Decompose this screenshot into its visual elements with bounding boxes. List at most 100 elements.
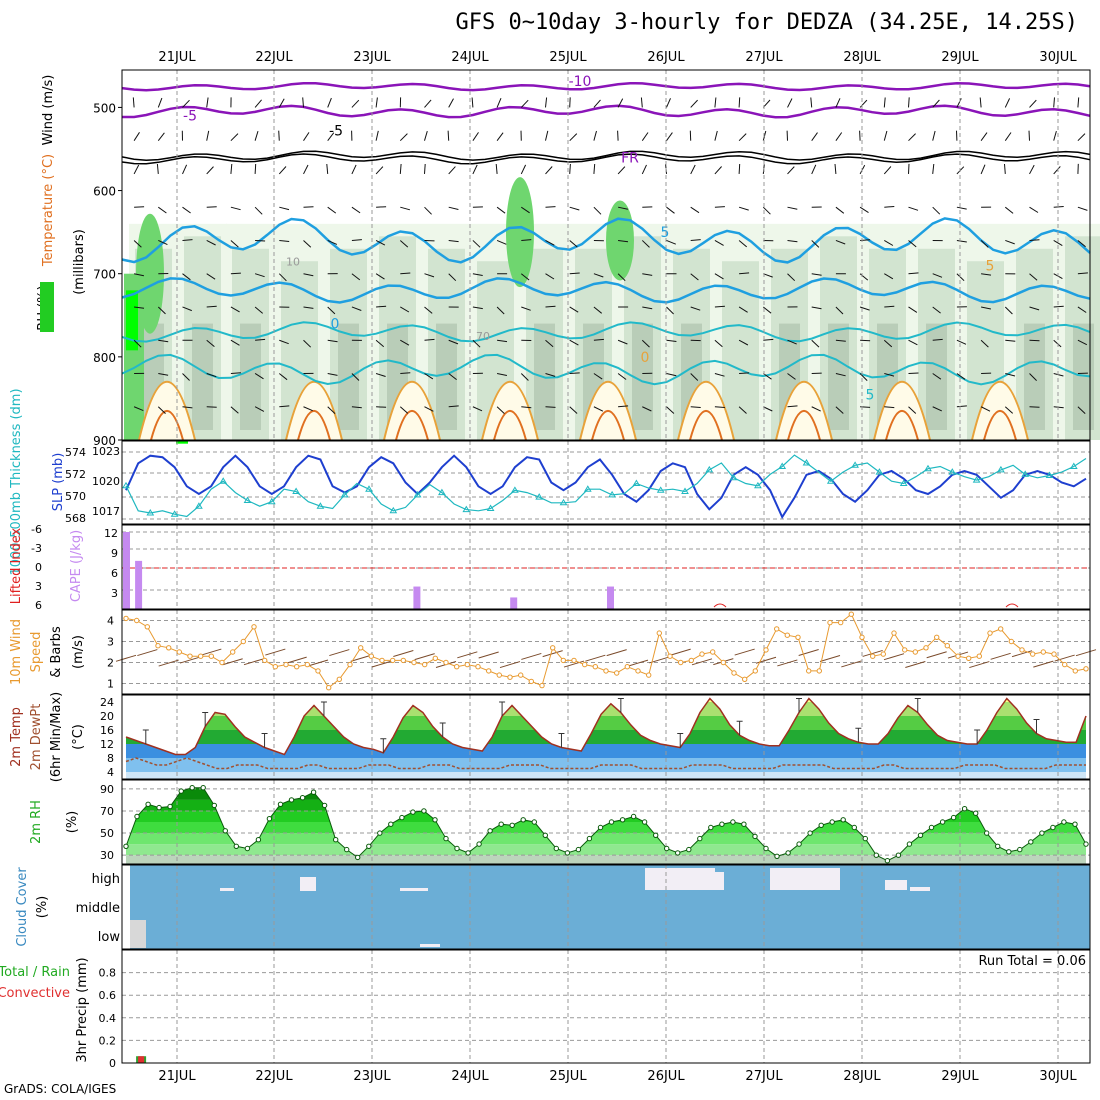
rh-point <box>1083 841 1089 847</box>
wind-barb <box>157 306 166 315</box>
ylabel-precip: 3hr Precip (mm) <box>75 957 90 1062</box>
wind-barb <box>739 272 750 275</box>
wind-barb <box>787 405 798 408</box>
wind-barb <box>690 99 698 108</box>
wind-barb <box>278 166 287 175</box>
thickness-marker <box>851 461 859 468</box>
rh-point <box>917 832 924 838</box>
wind-barb <box>908 240 917 248</box>
wind-barb <box>496 98 502 108</box>
wind-barb <box>932 130 936 141</box>
rh-point <box>178 788 184 794</box>
wind-barb <box>980 164 986 175</box>
thickness-marker <box>243 496 252 503</box>
wind-barb <box>884 206 895 208</box>
wind-barb <box>618 405 629 408</box>
cloud-gap <box>700 872 724 890</box>
thickness-marker <box>997 465 1005 473</box>
wind-barb <box>375 130 379 141</box>
wind-speed-point <box>155 643 161 649</box>
wind-barb <box>448 98 454 108</box>
wind-barb <box>326 163 329 174</box>
wind-barb <box>303 306 314 309</box>
wind-barb-10m <box>350 654 371 662</box>
wind-barb <box>642 273 653 276</box>
wind-barb <box>496 239 507 245</box>
wind-barb <box>303 132 310 141</box>
wind-barb <box>1004 306 1013 315</box>
wind-barb <box>811 132 818 141</box>
wind-barb <box>811 406 821 412</box>
wind-barb <box>521 406 532 409</box>
wind-speed-point <box>784 632 790 638</box>
rh-moist <box>126 290 138 351</box>
wind-speed-point <box>592 664 598 670</box>
temp-fill-group <box>126 698 1086 779</box>
wind-barb <box>932 373 942 380</box>
wind-barb <box>884 305 895 308</box>
thickness-marker <box>122 481 130 489</box>
rh-point <box>200 785 206 791</box>
wind-speed-point <box>742 676 748 682</box>
wind-barb-10m <box>457 651 478 659</box>
wind-speed-point <box>528 678 534 685</box>
y-tick-label: 4 <box>107 615 114 628</box>
wind-barb <box>981 273 992 276</box>
chart-title: GFS 0~10day 3-hourly for DEDZA (34.25E, … <box>455 10 1078 35</box>
wind-barb <box>763 338 774 341</box>
temp-contour-0 <box>121 321 1091 343</box>
ylabel-wind: Wind (m/s) <box>41 75 56 146</box>
ylabel-cloud-a: Cloud Cover <box>15 867 30 947</box>
wind-barb <box>448 339 459 345</box>
wind-speed-point <box>454 664 460 670</box>
temp-contour-hot <box>150 409 184 441</box>
rh-point <box>818 822 824 828</box>
wind-barb <box>303 240 312 248</box>
wind-barb <box>811 339 820 348</box>
rh-point <box>377 830 383 836</box>
wind-barb <box>738 133 747 142</box>
wind-speed-point <box>976 653 982 659</box>
wind-barb <box>835 206 845 214</box>
wind-speed-point <box>283 661 289 668</box>
wind-speed-point <box>774 626 780 632</box>
wind-speed-point <box>624 664 630 670</box>
top-day-label: 30JUL <box>1039 50 1077 65</box>
wind-speed-point <box>699 651 705 657</box>
wind-barb <box>617 130 619 141</box>
wind-barb <box>666 339 677 342</box>
thickness-marker <box>462 505 471 513</box>
wind-barb <box>327 132 335 141</box>
wind-barb <box>351 306 362 311</box>
temp-contour-hot <box>983 409 1017 441</box>
y-tick-label: 3 <box>107 636 114 649</box>
thickness-marker <box>583 485 592 492</box>
wind-barb <box>278 130 280 141</box>
wind-barb <box>738 206 749 211</box>
temp-band <box>126 744 1086 758</box>
rh-shade <box>828 323 849 430</box>
wind-barb <box>738 339 749 346</box>
wind-speed-point <box>464 661 470 668</box>
wind-speed-line <box>125 613 1087 689</box>
wind-barb <box>351 239 362 241</box>
wind-barb <box>956 206 967 210</box>
wind-barb <box>980 132 988 141</box>
cape-tick-label: 3 <box>111 587 118 600</box>
temp-band <box>126 716 1086 730</box>
wind-barb-10m <box>158 659 179 667</box>
wind-barb <box>424 206 432 215</box>
wind-barb <box>956 273 965 282</box>
wind-barb <box>835 339 846 342</box>
wind-barb <box>134 306 145 309</box>
wind-barb <box>617 206 629 210</box>
li-marker <box>1005 603 1019 608</box>
wind-barb <box>1053 406 1064 409</box>
rh-point <box>542 832 548 838</box>
wind-barb <box>884 373 895 377</box>
legend-total-rain: Total / Rain <box>0 965 70 980</box>
wind-barb <box>351 406 362 409</box>
wind-barb <box>182 273 191 281</box>
wind-barb <box>956 239 967 243</box>
wind-barb-10m <box>819 654 841 662</box>
